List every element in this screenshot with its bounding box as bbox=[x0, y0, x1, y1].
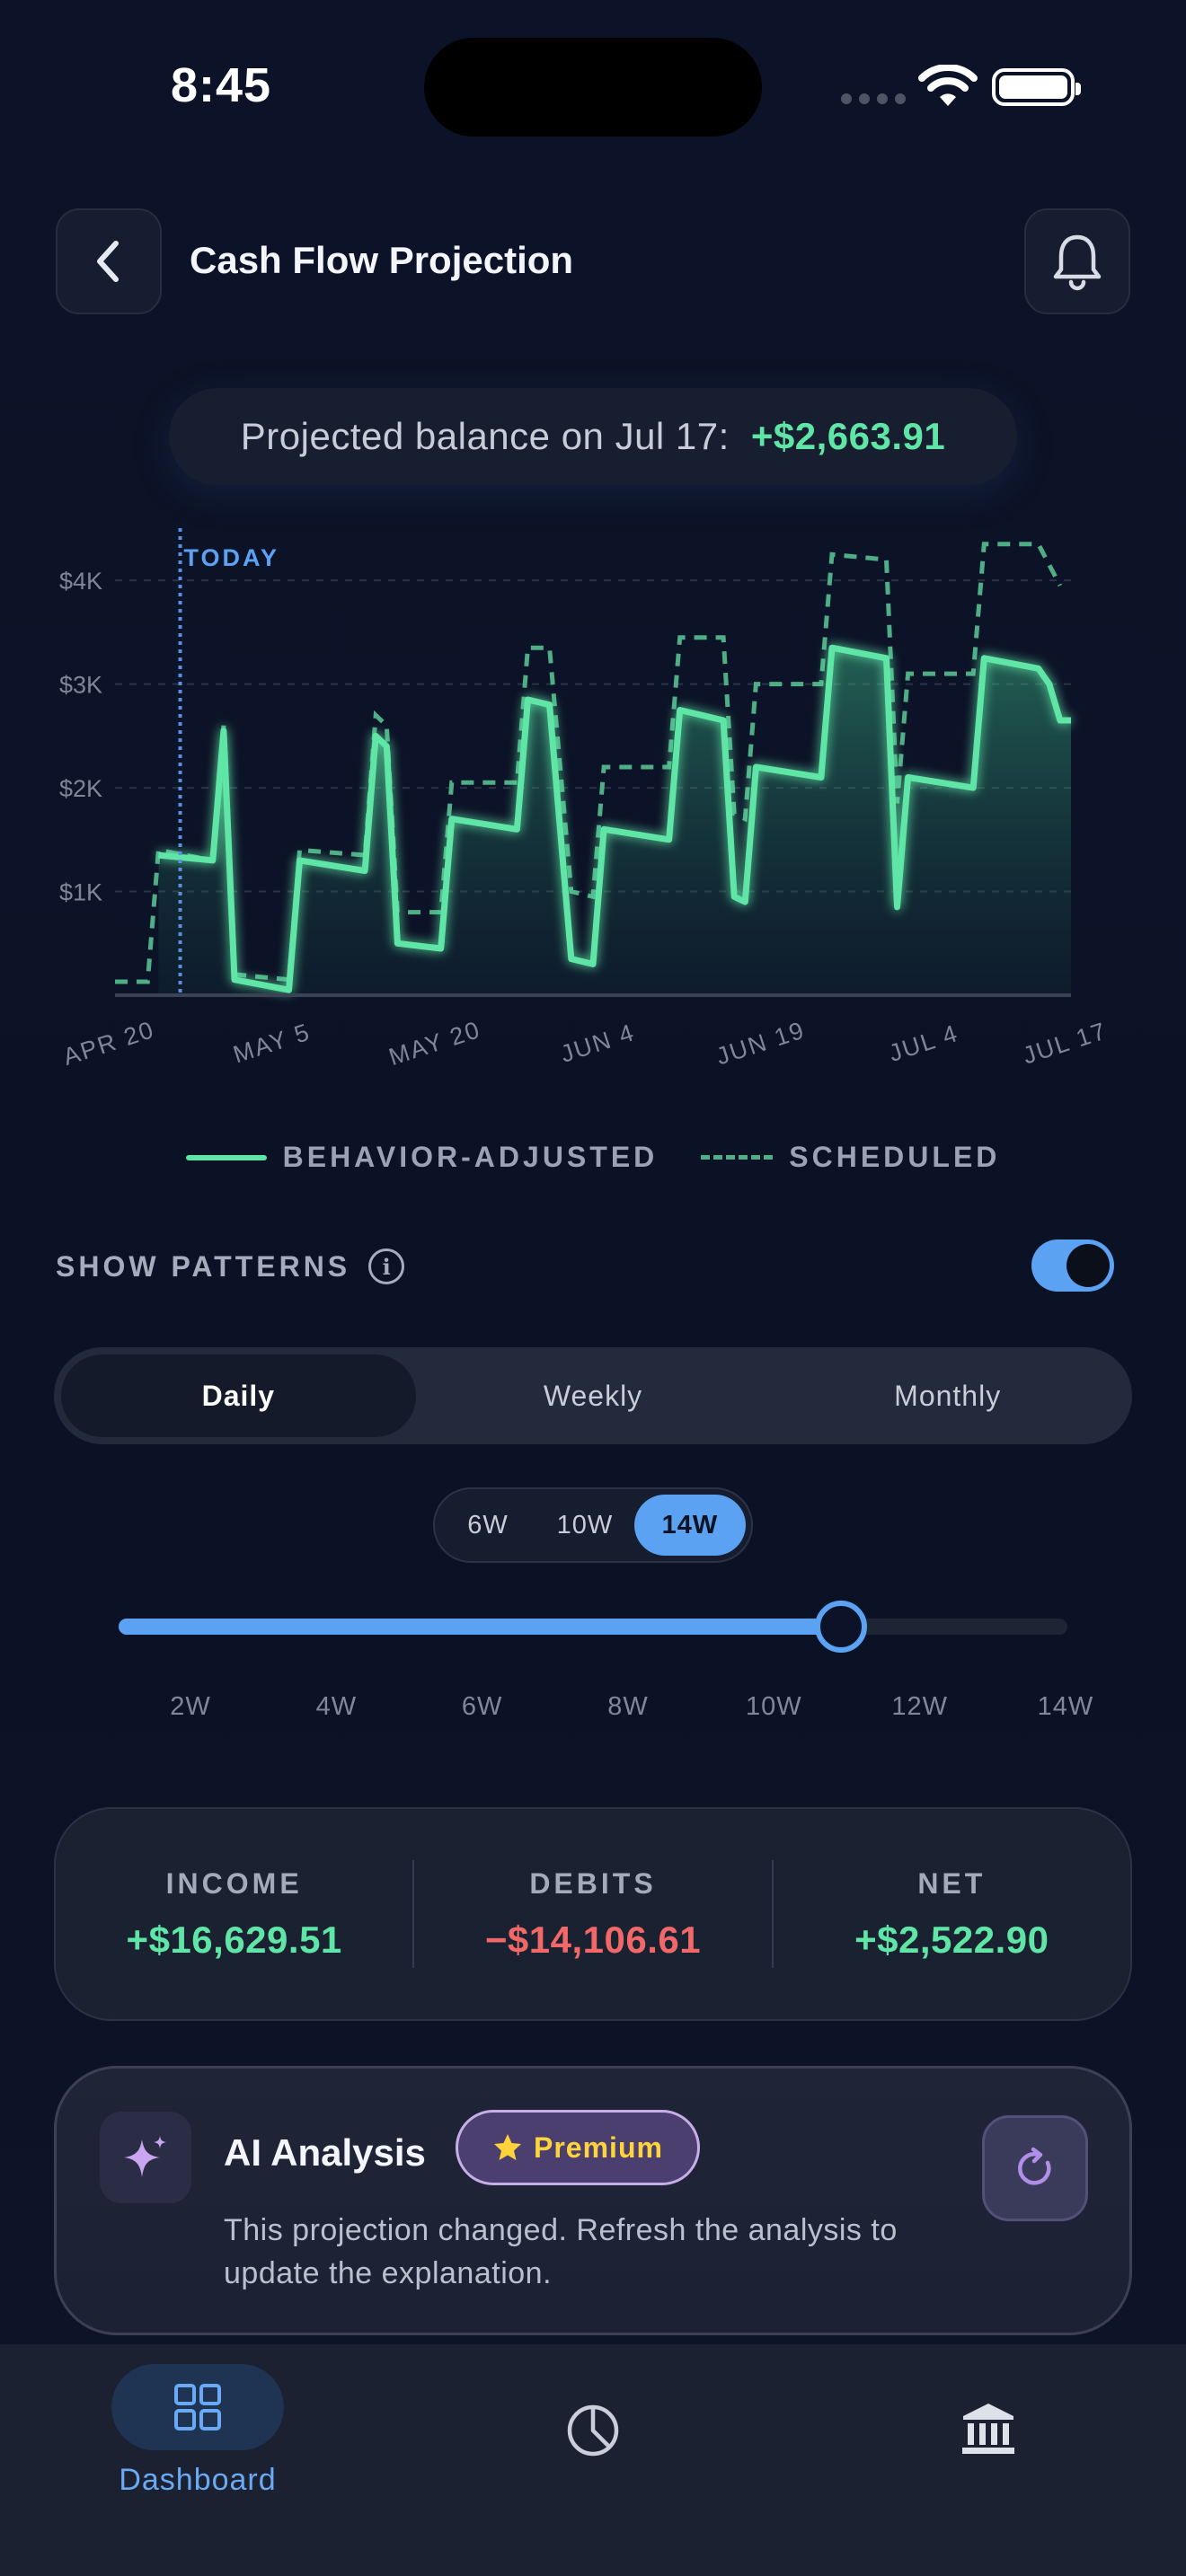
show-patterns-label: SHOW PATTERNS bbox=[56, 1249, 351, 1283]
chevron-left-icon bbox=[97, 241, 119, 282]
notifications-button[interactable] bbox=[1024, 208, 1130, 314]
segment-daily[interactable]: Daily bbox=[61, 1354, 416, 1437]
x-tick-label: JUL 4 bbox=[886, 1019, 962, 1067]
slider-tick-label: 8W bbox=[607, 1692, 649, 1721]
debits-value: −$14,106.61 bbox=[484, 1918, 702, 1961]
slider-tick-label: 14W bbox=[1037, 1692, 1094, 1721]
summary-card: INCOME +$16,629.51 DEBITS −$14,106.61 NE… bbox=[54, 1807, 1132, 2021]
income-label: INCOME bbox=[165, 1866, 303, 1900]
y-tick-label: $1K bbox=[59, 879, 102, 906]
refresh-analysis-button[interactable] bbox=[982, 2115, 1088, 2221]
net-label: NET bbox=[917, 1866, 987, 1900]
page-title: Cash Flow Projection bbox=[190, 239, 574, 281]
range-chip-6w[interactable]: 6W bbox=[467, 1510, 509, 1539]
back-button[interactable] bbox=[56, 208, 162, 314]
ai-analysis-description: This projection changed. Refresh the ana… bbox=[224, 2213, 898, 2290]
slider-tick-label: 6W bbox=[461, 1692, 503, 1721]
summary-divider bbox=[412, 1860, 415, 1968]
weeks-slider-ticks: 2W 4W 6W 8W 10W 12W 14W bbox=[119, 1692, 1093, 1728]
pie-chart-icon bbox=[567, 2404, 619, 2457]
sparkles-icon bbox=[100, 2112, 191, 2203]
slider-tick-label: 12W bbox=[891, 1692, 948, 1721]
legend-item-behavior-adjusted: BEHAVIOR-ADJUSTED bbox=[185, 1141, 659, 1174]
nav-dashboard-button[interactable] bbox=[111, 2364, 284, 2450]
legend-item-scheduled: SCHEDULED bbox=[701, 1141, 1000, 1174]
projected-balance-value: +$2,663.91 bbox=[750, 415, 946, 457]
slider-tick-label: 10W bbox=[746, 1692, 802, 1721]
summary-divider bbox=[771, 1860, 774, 1968]
behavior-adjusted-series-line bbox=[158, 644, 1071, 993]
chart-y-axis: $1K $2K $3K $4K bbox=[59, 568, 102, 905]
toggle-knob bbox=[1067, 1244, 1110, 1287]
summary-debits: DEBITS −$14,106.61 bbox=[414, 1867, 771, 1962]
y-tick-label: $4K bbox=[59, 568, 102, 595]
segment-monthly[interactable]: Monthly bbox=[894, 1379, 1002, 1412]
info-icon[interactable]: i bbox=[368, 1248, 405, 1284]
legend-solid-swatch bbox=[185, 1154, 267, 1160]
wifi-icon bbox=[918, 65, 978, 106]
granularity-segmented-control: Daily Weekly Monthly bbox=[54, 1347, 1132, 1444]
summary-income: INCOME +$16,629.51 bbox=[56, 1867, 412, 1962]
x-tick-label: APR 20 bbox=[60, 1016, 158, 1071]
net-value: +$2,522.90 bbox=[854, 1918, 1049, 1961]
ai-analysis-card: AI Analysis Premium This projection chan… bbox=[54, 2066, 1132, 2335]
bell-icon bbox=[1053, 234, 1102, 291]
range-selector: 6W 10W 14W bbox=[433, 1487, 753, 1563]
debits-label: DEBITS bbox=[529, 1866, 657, 1900]
x-tick-label: MAY 5 bbox=[230, 1018, 314, 1068]
nav-analytics-button[interactable] bbox=[550, 2387, 636, 2474]
y-tick-label: $2K bbox=[59, 775, 102, 802]
dashboard-grid-icon bbox=[174, 2384, 221, 2430]
status-time: 8:45 bbox=[171, 58, 272, 112]
x-tick-label: JUN 19 bbox=[713, 1016, 809, 1070]
show-patterns-row: SHOW PATTERNS i bbox=[56, 1248, 405, 1284]
chart-legend: BEHAVIOR-ADJUSTED SCHEDULED bbox=[0, 1141, 1186, 1174]
y-tick-label: $3K bbox=[59, 672, 102, 699]
ai-analysis-title: AI Analysis bbox=[224, 2131, 426, 2174]
cellular-signal-icon bbox=[841, 93, 906, 104]
premium-badge: Premium bbox=[456, 2110, 700, 2185]
cash-flow-chart[interactable]: $1K $2K $3K $4K TODAY APR 20 MAY 5 MAY 20 JUN … bbox=[0, 503, 1186, 1078]
today-marker-label: TODAY bbox=[184, 544, 280, 571]
legend-label-behavior-adjusted: BEHAVIOR-ADJUSTED bbox=[282, 1141, 659, 1173]
income-value: +$16,629.51 bbox=[126, 1918, 342, 1961]
x-tick-label: JUN 4 bbox=[557, 1019, 638, 1068]
nav-dashboard-label[interactable]: Dashboard bbox=[119, 2463, 277, 2497]
x-tick-label: JUL 17 bbox=[1020, 1017, 1111, 1069]
battery-icon bbox=[992, 68, 1081, 106]
chart-x-axis: APR 20 MAY 5 MAY 20 JUN 4 JUN 19 JUL 4 JUL 17 bbox=[60, 1016, 1111, 1071]
slider-tick-label: 4W bbox=[315, 1692, 358, 1721]
segment-weekly[interactable]: Weekly bbox=[543, 1379, 643, 1412]
legend-label-scheduled: SCHEDULED bbox=[789, 1141, 1001, 1173]
show-patterns-toggle[interactable] bbox=[1031, 1239, 1114, 1292]
summary-net: NET +$2,522.90 bbox=[774, 1867, 1130, 1962]
range-chip-14w[interactable]: 14W bbox=[634, 1495, 746, 1556]
star-icon bbox=[494, 2134, 521, 2160]
nav-bank-button[interactable] bbox=[945, 2386, 1031, 2472]
projected-balance-label: Projected balance on Jul 17: bbox=[240, 415, 730, 457]
projected-balance-pill: Projected balance on Jul 17: +$2,663.91 bbox=[169, 388, 1017, 485]
slider-tick-label: 2W bbox=[170, 1692, 211, 1721]
dynamic-island bbox=[424, 38, 762, 137]
refresh-icon bbox=[1018, 2147, 1051, 2185]
weeks-slider-thumb[interactable] bbox=[815, 1601, 868, 1653]
legend-dashed-swatch bbox=[701, 1155, 774, 1160]
scheduled-series-line bbox=[115, 542, 1063, 984]
behavior-adjusted-area bbox=[158, 648, 1071, 995]
bank-icon bbox=[962, 2404, 1014, 2454]
x-tick-label: MAY 20 bbox=[385, 1016, 484, 1071]
weeks-slider-fill bbox=[119, 1619, 842, 1635]
range-chip-10w[interactable]: 10W bbox=[556, 1510, 614, 1539]
premium-badge-label: Premium bbox=[534, 2130, 663, 2164]
